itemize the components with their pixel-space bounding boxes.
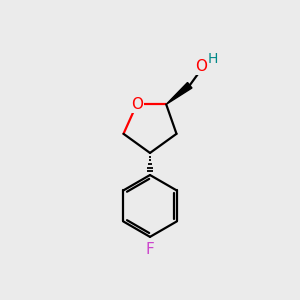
Text: O: O (195, 59, 207, 74)
Polygon shape (166, 82, 192, 104)
Text: H: H (208, 52, 218, 66)
Text: F: F (146, 242, 154, 257)
Text: O: O (131, 97, 143, 112)
